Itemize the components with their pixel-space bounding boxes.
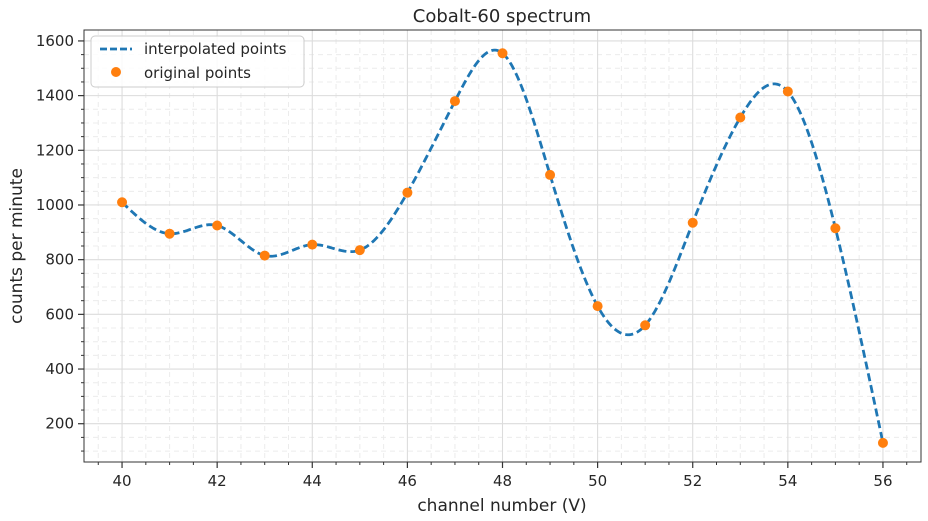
- original-point: [212, 220, 223, 231]
- original-point: [117, 197, 128, 208]
- x-tick-label: 46: [398, 472, 417, 490]
- original-point: [830, 223, 841, 234]
- interpolated-curve-layer: [121, 48, 885, 444]
- x-tick-label: 50: [588, 472, 607, 490]
- chart-title: Cobalt-60 spectrum: [413, 6, 591, 27]
- original-point: [640, 320, 651, 331]
- x-tick-label: 54: [778, 472, 797, 490]
- original-point: [307, 239, 318, 250]
- x-axis-label: channel number (V): [417, 496, 586, 516]
- legend-label-original: original points: [144, 64, 251, 82]
- y-tick-label: 600: [45, 305, 74, 323]
- y-axis-label: counts per minute: [7, 168, 27, 324]
- original-point: [497, 48, 508, 59]
- x-tick-label: 44: [303, 472, 322, 490]
- original-point: [402, 187, 413, 198]
- original-point: [687, 217, 698, 228]
- y-tick-label: 1200: [36, 141, 74, 159]
- original-point: [164, 228, 175, 239]
- legend-box: [90, 35, 305, 88]
- original-point: [592, 301, 603, 312]
- original-points-layer: [117, 48, 888, 448]
- legend-point-marker: [111, 67, 121, 77]
- legend-label-interpolated: interpolated points: [144, 40, 287, 58]
- x-tick-label: 56: [873, 472, 892, 490]
- original-point: [735, 112, 746, 123]
- original-point: [259, 250, 270, 261]
- x-tick-label: 42: [208, 472, 227, 490]
- y-tick-label: 1000: [36, 196, 74, 214]
- x-tick-label: 48: [493, 472, 512, 490]
- ticks-layer: [78, 40, 908, 468]
- y-tick-label: 800: [45, 251, 74, 269]
- original-point: [782, 86, 793, 97]
- y-tick-label: 1400: [36, 87, 74, 105]
- original-point: [449, 96, 460, 107]
- x-tick-label: 40: [112, 472, 131, 490]
- original-point: [545, 169, 556, 180]
- original-point: [354, 245, 365, 256]
- original-point: [877, 437, 888, 448]
- y-tick-label: 200: [45, 415, 74, 433]
- y-tick-label: 1600: [36, 32, 74, 50]
- x-tick-label: 52: [683, 472, 702, 490]
- tick-labels: 40 42 44 46 48 50 52 54 56 200 400 600 800 1000 1200 14…: [36, 32, 893, 490]
- y-tick-label: 400: [45, 360, 74, 378]
- interpolated-points-line: [121, 48, 885, 444]
- legend: interpolated points original points: [90, 35, 305, 88]
